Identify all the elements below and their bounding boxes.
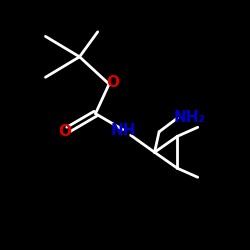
- Text: NH₂: NH₂: [174, 110, 206, 124]
- Text: NH: NH: [111, 123, 136, 138]
- Text: O: O: [106, 76, 119, 90]
- Text: O: O: [58, 124, 71, 139]
